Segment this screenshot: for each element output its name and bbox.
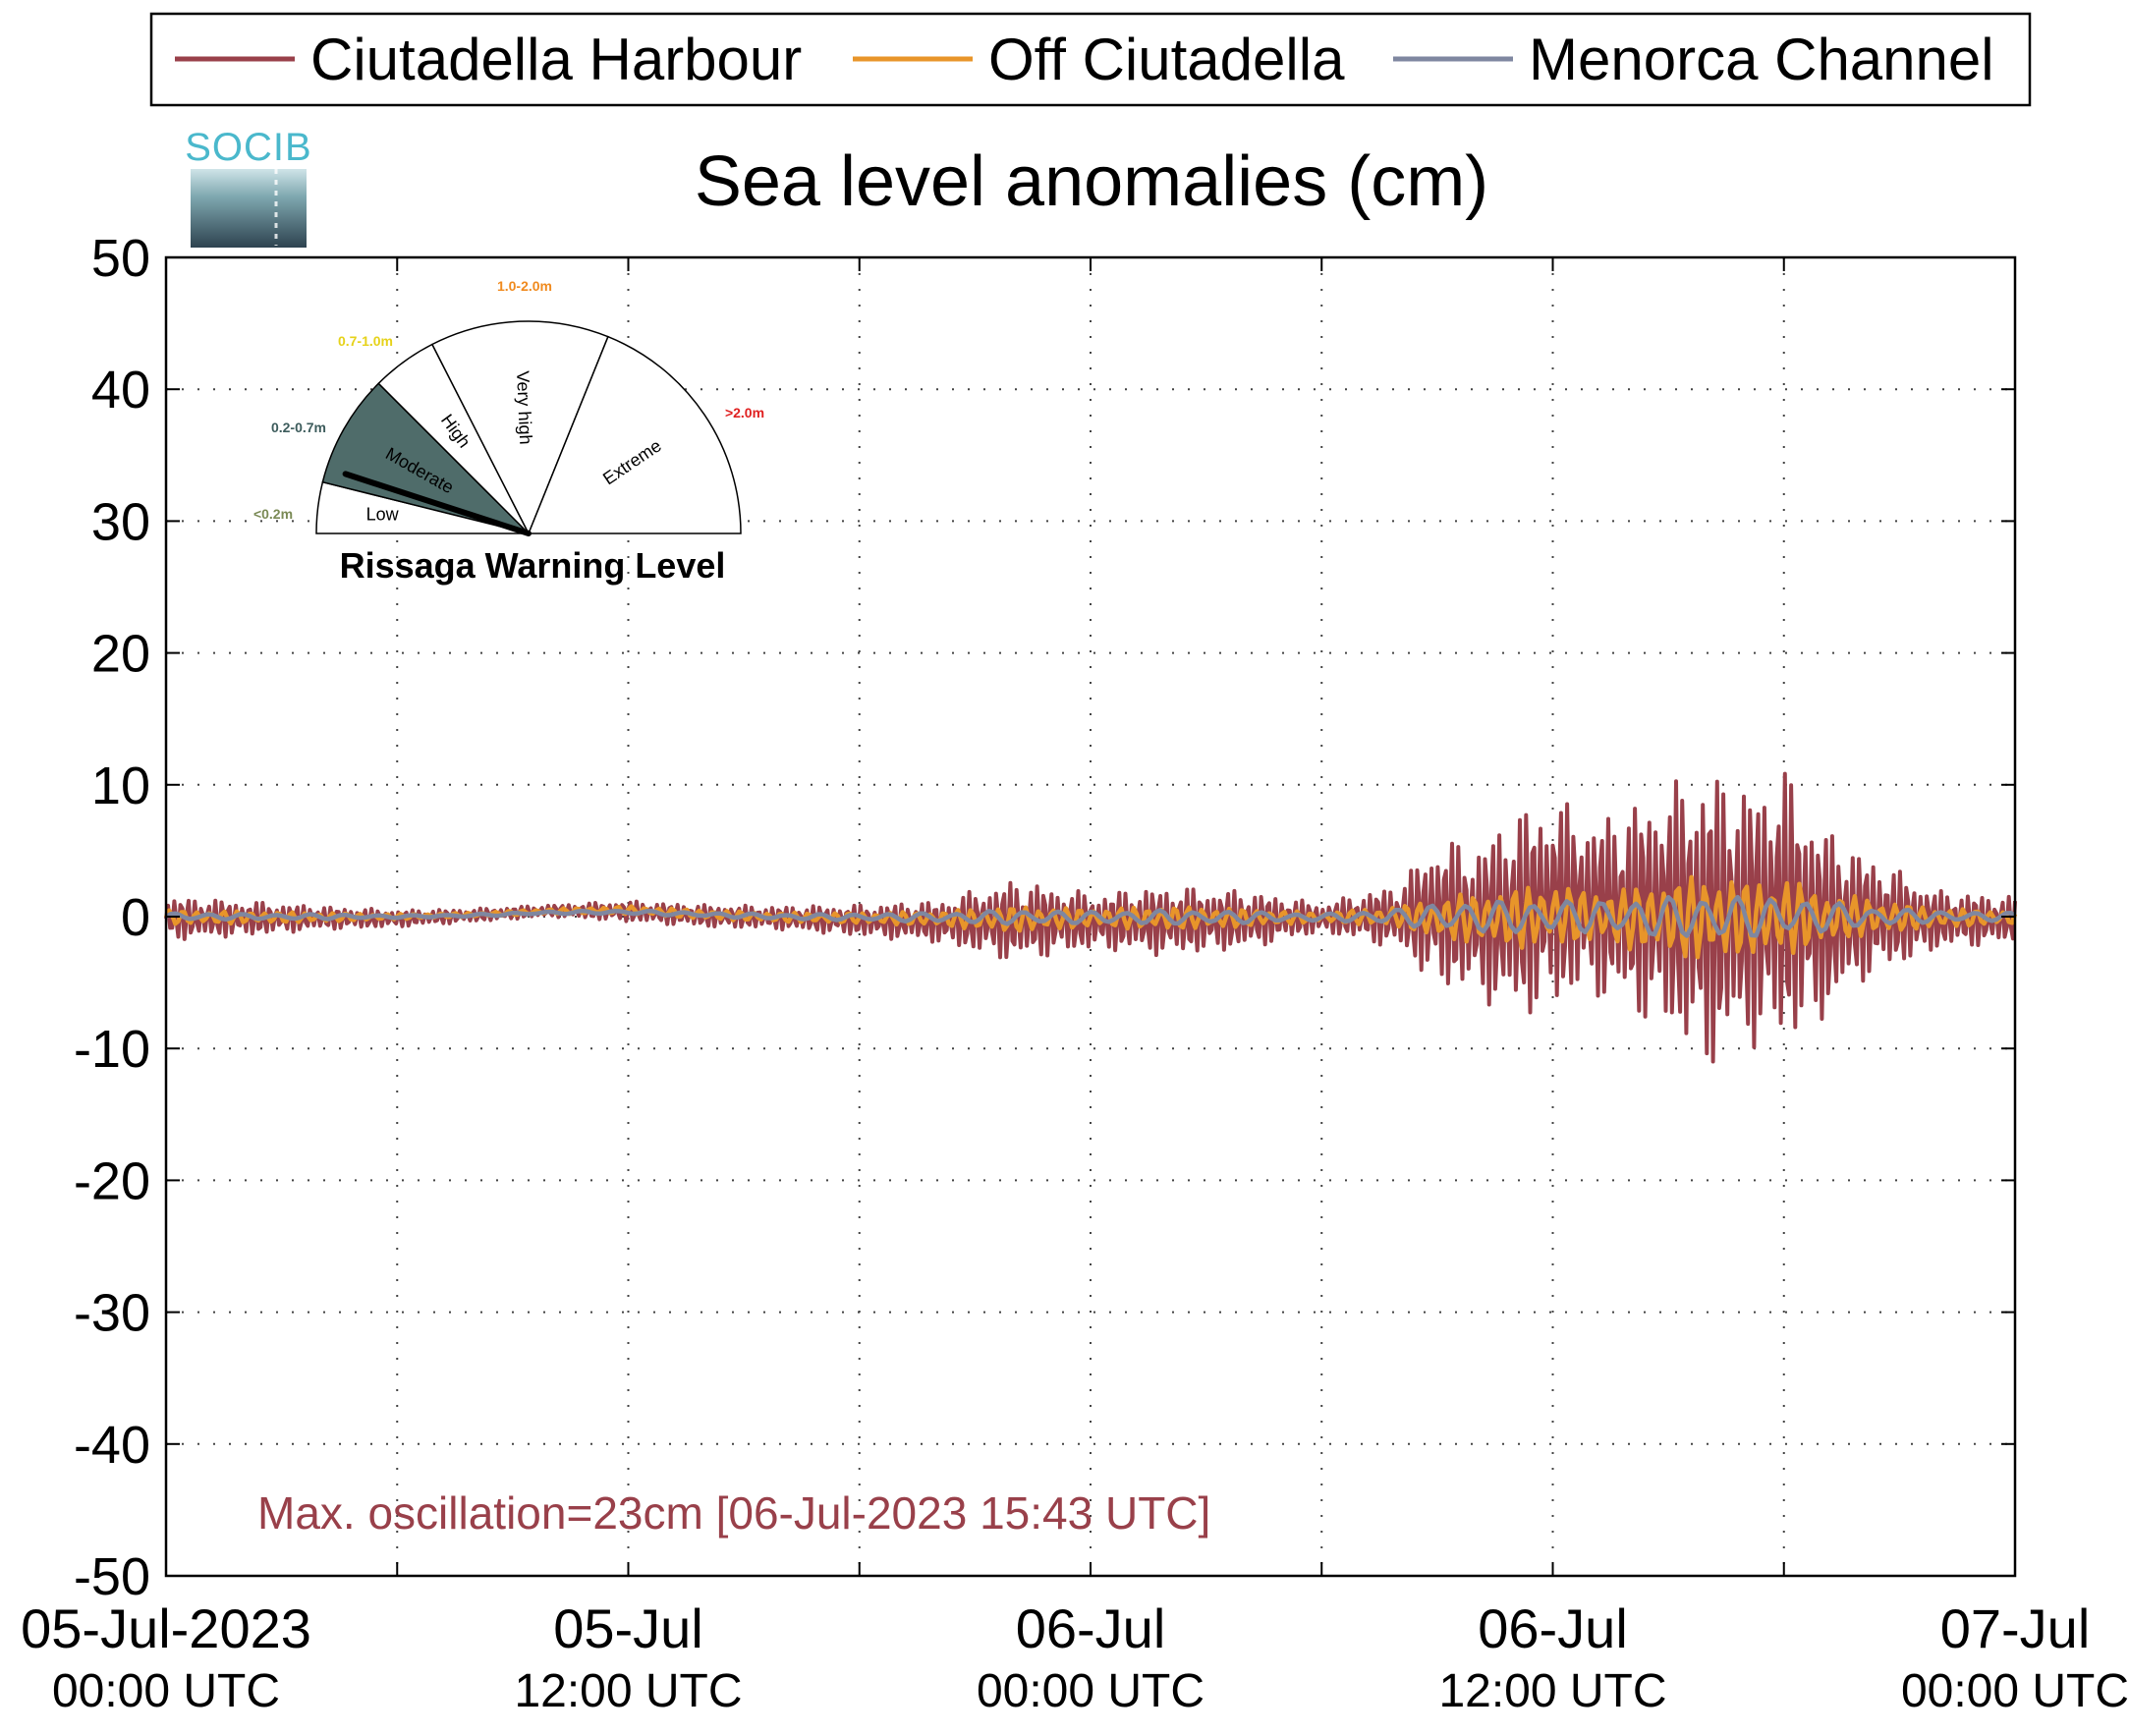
legend: Ciutadella Harbour Off Ciutadella Menorca …: [149, 12, 2032, 107]
x-tick-time-label: 00:00 UTC: [977, 1665, 1205, 1717]
y-tick-label: 20: [91, 625, 150, 684]
gauge-sector-very-high: [430, 320, 609, 535]
gauge-range-label: 0.2-0.7m: [271, 420, 326, 435]
x-tick-date-label: 06-Jul: [1016, 1597, 1166, 1659]
x-tick-time-label: 00:00 UTC: [1901, 1665, 2129, 1717]
chart-title: Sea level anomalies (cm): [695, 142, 1488, 221]
y-tick-label: -40: [74, 1416, 150, 1475]
y-tick-label: -10: [74, 1020, 150, 1079]
logo-text: SOCIB: [185, 126, 311, 169]
max-oscillation-annotation: Max. oscillation=23cm [06-Jul-2023 15:43…: [257, 1487, 1210, 1539]
x-tick-date-label: 06-Jul: [1478, 1597, 1628, 1659]
x-tick-time-label: 00:00 UTC: [52, 1665, 280, 1717]
x-tick-time-label: 12:00 UTC: [1438, 1665, 1666, 1717]
legend-frame: [149, 12, 2032, 107]
y-tick-label: 0: [121, 888, 150, 947]
x-tick-date-label: 07-Jul: [1940, 1597, 2091, 1659]
y-tick-label: 50: [91, 229, 150, 288]
series-line-menorca-channel: [164, 894, 2016, 938]
gauge-title: Rissaga Warning Level: [340, 545, 726, 586]
x-tick-date-label: 05-Jul: [553, 1597, 703, 1659]
y-tick-label: -50: [74, 1547, 150, 1606]
x-tick-time-label: 12:00 UTC: [514, 1665, 742, 1717]
axis-ticks: [166, 256, 2015, 1577]
legend-label: Menorca Channel: [1529, 27, 1994, 92]
y-tick-label: -20: [74, 1151, 150, 1210]
socib-logo: SOCIB: [185, 126, 311, 248]
gauge-sector-label: Very high: [513, 370, 535, 445]
legend-label: Off Ciutadella: [988, 27, 1345, 92]
legend-label: Ciutadella Harbour: [310, 27, 802, 92]
gauge-sector-moderate: [321, 382, 532, 535]
gauge-sector-label: Low: [366, 504, 400, 524]
y-tick-label: -30: [74, 1284, 150, 1343]
y-tick-labels: 50 40 30 20 10 0 -10 -20 -30 -40 -50: [74, 229, 150, 1606]
gauge-range-label: 1.0-2.0m: [497, 278, 552, 294]
gauge-sector-extreme: [527, 335, 742, 534]
gauge-range-label: <0.2m: [253, 506, 293, 522]
y-tick-label: 30: [91, 492, 150, 551]
y-tick-label: 10: [91, 756, 150, 815]
gauge-needle: [342, 471, 532, 536]
x-tick-labels: 05-Jul-2023 00:00 UTC 05-Jul 12:00 UTC 06-Ju…: [21, 1597, 2129, 1717]
y-tick-label: 40: [91, 361, 150, 420]
series-lines: [163, 771, 2018, 1064]
gauge-range-label: >2.0m: [725, 405, 764, 420]
x-tick-date-label: 05-Jul-2023: [21, 1597, 311, 1659]
gauge-range-label: 0.7-1.0m: [338, 333, 393, 349]
logo-water: [191, 169, 307, 248]
